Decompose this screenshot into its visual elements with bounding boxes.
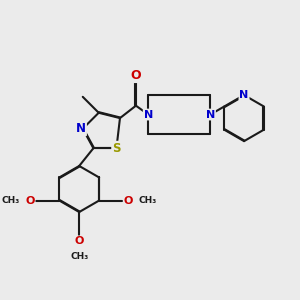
Text: N: N bbox=[144, 110, 153, 120]
Text: O: O bbox=[25, 196, 34, 206]
Text: CH₃: CH₃ bbox=[70, 252, 88, 261]
Text: O: O bbox=[74, 236, 84, 247]
Text: N: N bbox=[76, 122, 86, 135]
Text: S: S bbox=[112, 142, 121, 155]
Text: CH₃: CH₃ bbox=[1, 196, 20, 205]
Text: O: O bbox=[130, 69, 141, 82]
Text: O: O bbox=[124, 196, 133, 206]
Text: CH₃: CH₃ bbox=[139, 196, 157, 205]
Text: N: N bbox=[239, 90, 249, 100]
Text: N: N bbox=[206, 110, 215, 120]
